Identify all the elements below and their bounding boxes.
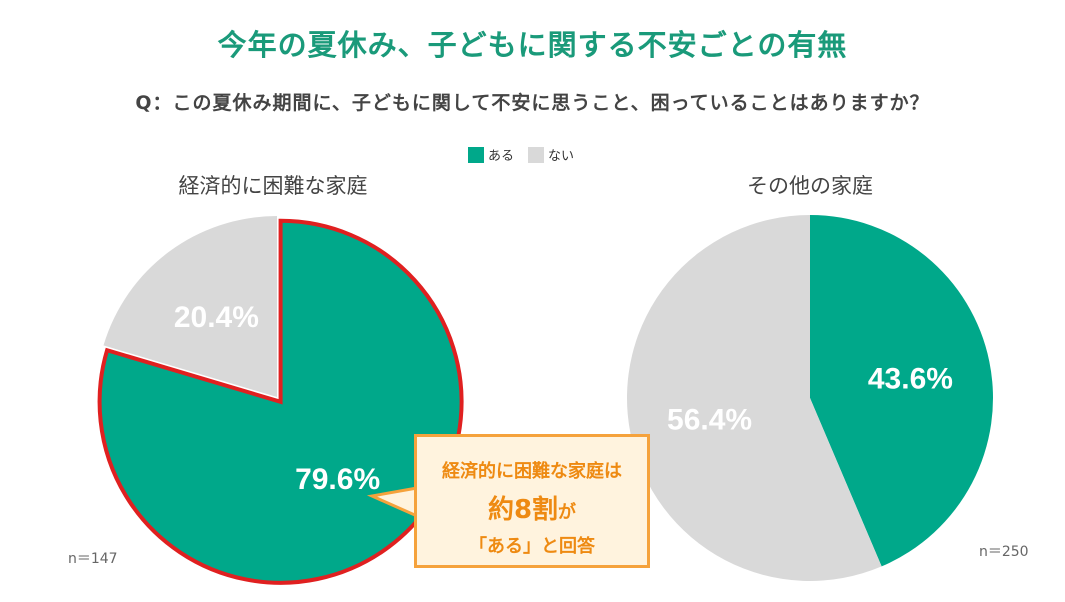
pie-slice-0-0: [97, 218, 464, 585]
chart-title-left: 経済的に困難な家庭: [178, 174, 368, 198]
legend: ある ない: [468, 145, 582, 164]
callout-box: 経済的に困難な家庭は 約8割が 「ある」と回答: [414, 434, 650, 568]
sample-size-right: n＝250: [979, 544, 1029, 560]
pie-slice-1-1: [626, 215, 882, 582]
callout-line2: 約8割が: [417, 489, 647, 526]
legend-item-aru: ある: [468, 145, 514, 164]
pie-label-0-0: 79.6%: [295, 463, 380, 496]
pie-label-1-0: 43.6%: [868, 363, 953, 396]
pie-label-0-1: 20.4%: [174, 301, 259, 334]
pie-label-1-1: 56.4%: [667, 403, 752, 436]
callout-particle: が: [558, 502, 577, 523]
legend-swatch-aru: [468, 146, 484, 163]
legend-label-nai: ない: [548, 149, 575, 164]
callout-line3: 「ある」と回答: [469, 536, 595, 557]
callout-emphasis: 約8割: [487, 495, 559, 525]
callout-line1: 経済的に困難な家庭は: [442, 461, 622, 482]
pie-slice-1-0: [810, 215, 993, 567]
sample-size-left: n＝147: [68, 551, 118, 567]
pie-slice-0-1: [103, 216, 277, 397]
legend-swatch-nai: [528, 146, 545, 163]
survey-question: Q：この夏休み期間に、子どもに関して不安に思うこと、困っていることはありますか？: [135, 92, 930, 114]
chart-title-right: その他の家庭: [747, 174, 873, 198]
legend-label-aru: ある: [488, 149, 515, 164]
page-title: 今年の夏休み、子どもに関する不安ごとの有無: [217, 28, 848, 62]
legend-item-nai: ない: [528, 145, 574, 164]
